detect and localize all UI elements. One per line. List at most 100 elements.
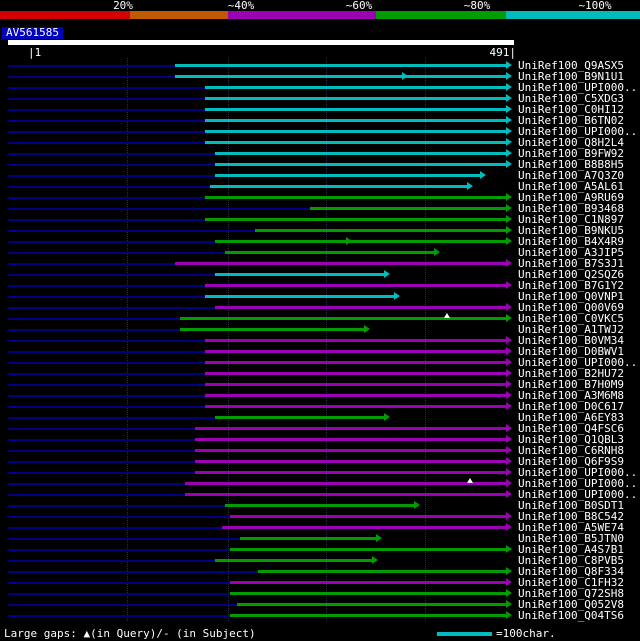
hit-bar[interactable] [179, 317, 507, 320]
hit-bar[interactable] [310, 207, 507, 210]
hit-label[interactable]: UniRef100_B7G1Y2 [518, 279, 624, 292]
hit-bar[interactable] [174, 64, 507, 67]
hit-label[interactable]: UniRef100_Q72SH8 [518, 587, 624, 600]
hit-bar[interactable] [205, 383, 507, 386]
hit-label[interactable]: UniRef100_Q8F334 [518, 565, 624, 578]
hit-label[interactable]: UniRef100_C8PVB5 [518, 554, 624, 567]
hit-bar[interactable] [214, 559, 374, 562]
hit-bar[interactable] [205, 86, 507, 89]
hit-bar[interactable] [195, 449, 507, 452]
hit-bar[interactable] [236, 603, 507, 606]
hit-label[interactable]: UniRef100_UPI000.. [518, 125, 638, 138]
hit-bar[interactable] [205, 284, 507, 287]
hit-label[interactable]: UniRef100_A3JIP5 [518, 246, 624, 259]
hit-bar[interactable] [205, 394, 507, 397]
hit-bar[interactable] [229, 515, 507, 518]
hit-bar[interactable] [205, 361, 507, 364]
hit-bar[interactable] [174, 262, 507, 265]
hit-label[interactable]: UniRef100_B4X4R9 [518, 235, 624, 248]
hit-bar[interactable] [205, 196, 507, 199]
hit-bar[interactable] [224, 504, 415, 507]
hit-label[interactable]: UniRef100_UPI000.. [518, 488, 638, 501]
hit-label[interactable]: UniRef100_B9N1U1 [518, 70, 624, 83]
hit-label[interactable]: UniRef100_A6EY83 [518, 411, 624, 424]
hit-bar[interactable] [185, 493, 507, 496]
hit-bar[interactable] [214, 163, 507, 166]
hit-label[interactable]: UniRef100_Q6F9S9 [518, 455, 624, 468]
hit-label[interactable]: UniRef100_C0VKC5 [518, 312, 624, 325]
hit-label[interactable]: UniRef100_Q9ASX5 [518, 59, 624, 72]
hit-label[interactable]: UniRef100_UPI000.. [518, 356, 638, 369]
hit-label[interactable]: UniRef100_B8C542 [518, 510, 624, 523]
hit-label[interactable]: UniRef100_D0BWV1 [518, 345, 624, 358]
hit-bar[interactable] [205, 372, 507, 375]
hit-label[interactable]: UniRef100_Q04TS6 [518, 609, 624, 622]
hit-bar[interactable] [224, 251, 436, 254]
hit-label[interactable]: UniRef100_B0VM34 [518, 334, 624, 347]
hit-bar[interactable] [239, 537, 378, 540]
hit-label[interactable]: UniRef100_Q0VNP1 [518, 290, 624, 303]
hit-bar[interactable] [185, 482, 507, 485]
hit-label[interactable]: UniRef100_A5AL61 [518, 180, 624, 193]
hit-label[interactable]: UniRef100_A3M6M8 [518, 389, 624, 402]
hit-label[interactable]: UniRef100_C1FH32 [518, 576, 624, 589]
hit-label[interactable]: UniRef100_UPI000.. [518, 81, 638, 94]
hit-bar[interactable] [195, 460, 507, 463]
hit-label[interactable]: UniRef100_C0HI12 [518, 103, 624, 116]
hit-label[interactable]: UniRef100_B9NKU5 [518, 224, 624, 237]
hit-bar[interactable] [179, 328, 366, 331]
hit-label[interactable]: UniRef100_B5JTN0 [518, 532, 624, 545]
hit-label[interactable]: UniRef100_Q2SQZ6 [518, 268, 624, 281]
hit-label[interactable]: UniRef100_B7S3J1 [518, 257, 624, 270]
hit-bar[interactable] [205, 295, 395, 298]
hit-bar[interactable] [205, 119, 507, 122]
hit-label[interactable]: UniRef100_B2HU72 [518, 367, 624, 380]
hit-bar[interactable] [205, 218, 507, 221]
hit-bar[interactable] [205, 108, 507, 111]
hit-label[interactable]: UniRef100_B9FW92 [518, 147, 624, 160]
hit-bar[interactable] [229, 592, 507, 595]
hit-bar[interactable] [214, 152, 507, 155]
hit-label[interactable]: UniRef100_Q00V69 [518, 301, 624, 314]
hit-label[interactable]: UniRef100_B7H0M9 [518, 378, 624, 391]
hit-bar[interactable] [214, 273, 386, 276]
hit-bar[interactable] [214, 306, 507, 309]
hit-bar[interactable] [205, 97, 507, 100]
hit-bar[interactable] [214, 174, 482, 177]
hit-bar[interactable] [195, 438, 507, 441]
hit-label[interactable]: UniRef100_UPI000.. [518, 466, 638, 479]
hit-label[interactable]: UniRef100_A1TWJ2 [518, 323, 624, 336]
hit-label[interactable]: UniRef100_B93468 [518, 202, 624, 215]
hit-label[interactable]: UniRef100_Q1QBL3 [518, 433, 624, 446]
hit-bar[interactable] [195, 471, 507, 474]
hit-label[interactable]: UniRef100_B6TN02 [518, 114, 624, 127]
hit-label[interactable]: UniRef100_A7Q3Z0 [518, 169, 624, 182]
hit-bar[interactable] [195, 427, 507, 430]
hit-label[interactable]: UniRef100_B0SDT1 [518, 499, 624, 512]
hit-bar[interactable] [205, 339, 507, 342]
hit-label[interactable]: UniRef100_UPI000.. [518, 477, 638, 490]
hit-label[interactable]: UniRef100_C5XDG3 [518, 92, 624, 105]
hit-bar[interactable] [205, 141, 507, 144]
hit-label[interactable]: UniRef100_A9RU69 [518, 191, 624, 204]
hit-bar[interactable] [229, 614, 507, 617]
hit-bar[interactable] [205, 350, 507, 353]
hit-bar[interactable] [214, 416, 386, 419]
hit-label[interactable]: UniRef100_C6RNH8 [518, 444, 624, 457]
hit-label[interactable]: UniRef100_A5WE74 [518, 521, 624, 534]
hit-label[interactable]: UniRef100_A4S7B1 [518, 543, 624, 556]
hit-bar[interactable] [229, 581, 507, 584]
hit-bar[interactable] [210, 185, 468, 188]
hit-label[interactable]: UniRef100_C1N897 [518, 213, 624, 226]
hit-bar[interactable] [214, 240, 507, 243]
hit-label[interactable]: UniRef100_D0C617 [518, 400, 624, 413]
hit-bar[interactable] [174, 75, 507, 78]
hit-bar[interactable] [221, 526, 507, 529]
hit-label[interactable]: UniRef100_B8B8H5 [518, 158, 624, 171]
hit-label[interactable]: UniRef100_Q8H2L4 [518, 136, 624, 149]
hit-bar[interactable] [205, 130, 507, 133]
hit-label[interactable]: UniRef100_Q052V8 [518, 598, 624, 611]
hit-bar[interactable] [255, 229, 507, 232]
hit-bar[interactable] [205, 405, 507, 408]
hit-bar[interactable] [258, 570, 507, 573]
